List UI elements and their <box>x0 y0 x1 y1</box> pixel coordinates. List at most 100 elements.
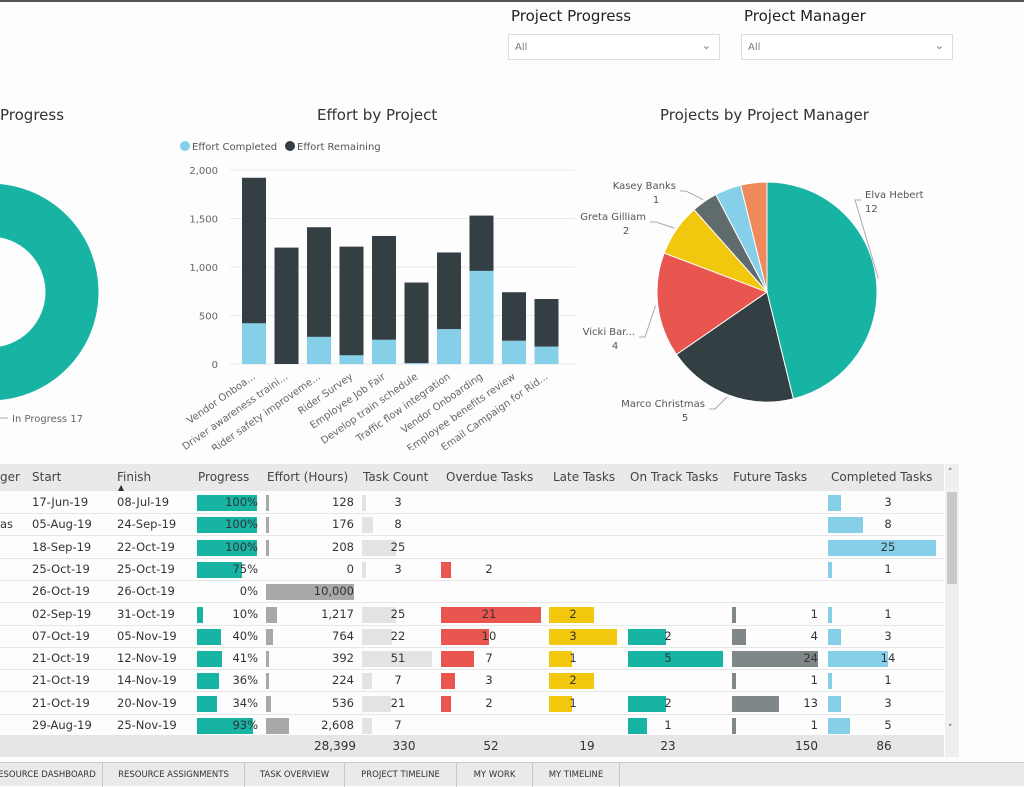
databar-effort <box>266 495 269 511</box>
cell-finish: 05-Nov-19 <box>117 628 177 643</box>
table-row[interactable]: 21-Oct-19 14-Nov-19 36% 224 7 3 2 1 1 <box>0 670 944 693</box>
cell-value: 2,608 <box>321 718 354 732</box>
databar-progress <box>197 539 257 556</box>
cell-value: 3 <box>884 495 892 509</box>
y-tick-label: 500 <box>199 312 218 323</box>
databar-ontrack <box>628 628 666 645</box>
bar-effort-completed[interactable] <box>502 340 526 364</box>
pie-slice[interactable] <box>766 181 878 400</box>
column-header[interactable]: Effort (Hours) <box>267 470 349 484</box>
cell-progress: 100% <box>197 492 260 513</box>
cell-value: 1 <box>810 718 818 732</box>
table-row[interactable]: 26-Oct-19 26-Oct-19 0% 10,000 <box>0 581 944 604</box>
table-row[interactable]: 18-Sep-19 22-Oct-19 100% 208 25 25 <box>0 537 944 559</box>
column-header[interactable]: On Track Tasks <box>630 470 719 484</box>
cell-start: 07-Oct-19 <box>32 628 90 643</box>
tab-resource-assignments[interactable]: RESOURCE ASSIGNMENTS <box>103 763 245 787</box>
bar-effort-remaining[interactable] <box>372 235 396 340</box>
project-progress-dropdown[interactable]: All ⌄ <box>508 34 720 60</box>
cell-value: 51 <box>390 651 406 666</box>
bar-effort-remaining[interactable] <box>534 299 559 347</box>
bar-effort-completed[interactable] <box>534 346 559 364</box>
pie-label-value: 2 <box>623 226 629 237</box>
column-header[interactable]: Start <box>32 470 62 484</box>
cell-value: 224 <box>332 673 354 688</box>
pie-slice[interactable] <box>656 252 769 356</box>
scroll-down-icon[interactable]: ˅ <box>948 724 953 734</box>
donut-slice-in-progress[interactable] <box>0 183 99 401</box>
tab-my-work[interactable]: MY WORK <box>457 763 533 787</box>
bar-effort-completed[interactable] <box>404 363 429 364</box>
bar-effort-completed[interactable] <box>242 323 266 364</box>
cell-ontrack: 5 <box>628 648 728 669</box>
databar-overdue <box>441 695 451 712</box>
column-header[interactable]: Progress <box>198 470 250 484</box>
cell-value: 41% <box>232 651 258 666</box>
project-manager-dropdown[interactable]: All ⌄ <box>741 34 953 60</box>
tab-task-overview[interactable]: TASK OVERVIEW <box>245 763 345 787</box>
cell-late <box>549 715 625 736</box>
table-scrollbar[interactable]: ˄ ˅ <box>945 464 959 757</box>
cell-value: 21 <box>390 695 406 710</box>
column-header[interactable]: Future Tasks <box>733 470 808 484</box>
bar-effort-remaining[interactable] <box>242 177 266 324</box>
bar-effort-remaining[interactable] <box>307 227 331 337</box>
bar-effort-completed[interactable] <box>339 355 364 364</box>
cell-value: 100% <box>225 539 258 554</box>
table-row[interactable]: 29-Aug-19 25-Nov-19 93% 2,608 7 1 1 5 <box>0 715 944 737</box>
table-row[interactable]: 21-Oct-19 12-Nov-19 41% 392 51 7 1 5 24 14 <box>0 648 944 671</box>
tab-my-timeline[interactable]: MY TIMELINE <box>533 763 620 787</box>
table-row[interactable]: as 05-Aug-19 24-Sep-19 100% 176 8 8 <box>0 514 944 537</box>
cell-effort: 10,000 <box>266 581 356 602</box>
bar-effort-remaining[interactable] <box>339 246 364 356</box>
column-header[interactable]: Completed Tasks <box>831 470 933 484</box>
cell-progress: 41% <box>197 648 260 669</box>
cell-value: 4 <box>810 628 818 643</box>
column-header[interactable]: Finish <box>117 470 152 484</box>
cell-value: 7 <box>394 718 402 732</box>
cell-progress: 100% <box>197 514 260 535</box>
column-header[interactable]: Late Tasks <box>553 470 616 484</box>
table-row[interactable]: 02-Sep-19 31-Oct-19 10% 1,217 25 21 2 1 1 <box>0 604 944 626</box>
cell-tasks: 51 <box>362 648 434 669</box>
table-row[interactable]: 17-Jun-19 08-Jul-19 100% 128 3 3 <box>0 492 944 514</box>
bar-effort-completed[interactable] <box>372 339 396 364</box>
bar-effort-remaining[interactable] <box>437 252 461 330</box>
bar-effort-remaining[interactable] <box>274 247 299 364</box>
legend-remaining: Effort Remaining <box>297 142 381 153</box>
cell-future: 1 <box>732 670 820 691</box>
databar-completed <box>828 606 833 623</box>
cell-value: 36% <box>232 673 258 688</box>
table-row[interactable]: 25-Oct-19 25-Oct-19 75% 0 3 2 1 <box>0 559 944 581</box>
column-header[interactable]: Overdue Tasks <box>446 470 534 484</box>
pie-slice[interactable] <box>675 291 794 403</box>
databar-progress <box>197 673 219 690</box>
tab-resource-dashboard[interactable]: RESOURCE DASHBOARD <box>0 763 103 787</box>
legend-completed: Effort Completed <box>192 142 277 153</box>
cell-overdue <box>441 514 545 535</box>
databar-progress <box>197 606 203 623</box>
tab-project-timeline[interactable]: PROJECT TIMELINE <box>345 763 457 787</box>
pie-slice[interactable] <box>740 181 768 293</box>
cell-start: 21-Oct-19 <box>32 651 90 666</box>
cell-ontrack <box>628 670 728 691</box>
databar-effort <box>266 584 354 601</box>
bar-effort-remaining[interactable] <box>502 292 526 341</box>
bar-effort-remaining[interactable] <box>469 215 494 271</box>
bar-effort-remaining[interactable] <box>404 282 429 364</box>
cell-value: 1 <box>884 673 892 688</box>
cell-value: 8 <box>394 517 402 532</box>
bar-effort-completed[interactable] <box>437 329 461 364</box>
column-header[interactable]: ger <box>0 470 20 484</box>
databar-tasks <box>362 606 397 623</box>
bar-effort-completed[interactable] <box>307 336 331 364</box>
pie-chart-title: Projects by Project Manager <box>660 106 869 124</box>
cell-tasks: 25 <box>362 537 434 558</box>
table-row[interactable]: 21-Oct-19 20-Nov-19 34% 536 21 2 1 2 13 3 <box>0 693 944 715</box>
cell-progress: 36% <box>197 670 260 691</box>
table-row[interactable]: 07-Oct-19 05-Nov-19 40% 764 22 10 3 2 4 3 <box>0 626 944 648</box>
scrollbar-thumb[interactable] <box>947 492 957 584</box>
column-header[interactable]: Task Count <box>363 470 429 484</box>
bar-effort-completed[interactable] <box>469 270 494 364</box>
scroll-up-icon[interactable]: ˄ <box>948 468 953 478</box>
